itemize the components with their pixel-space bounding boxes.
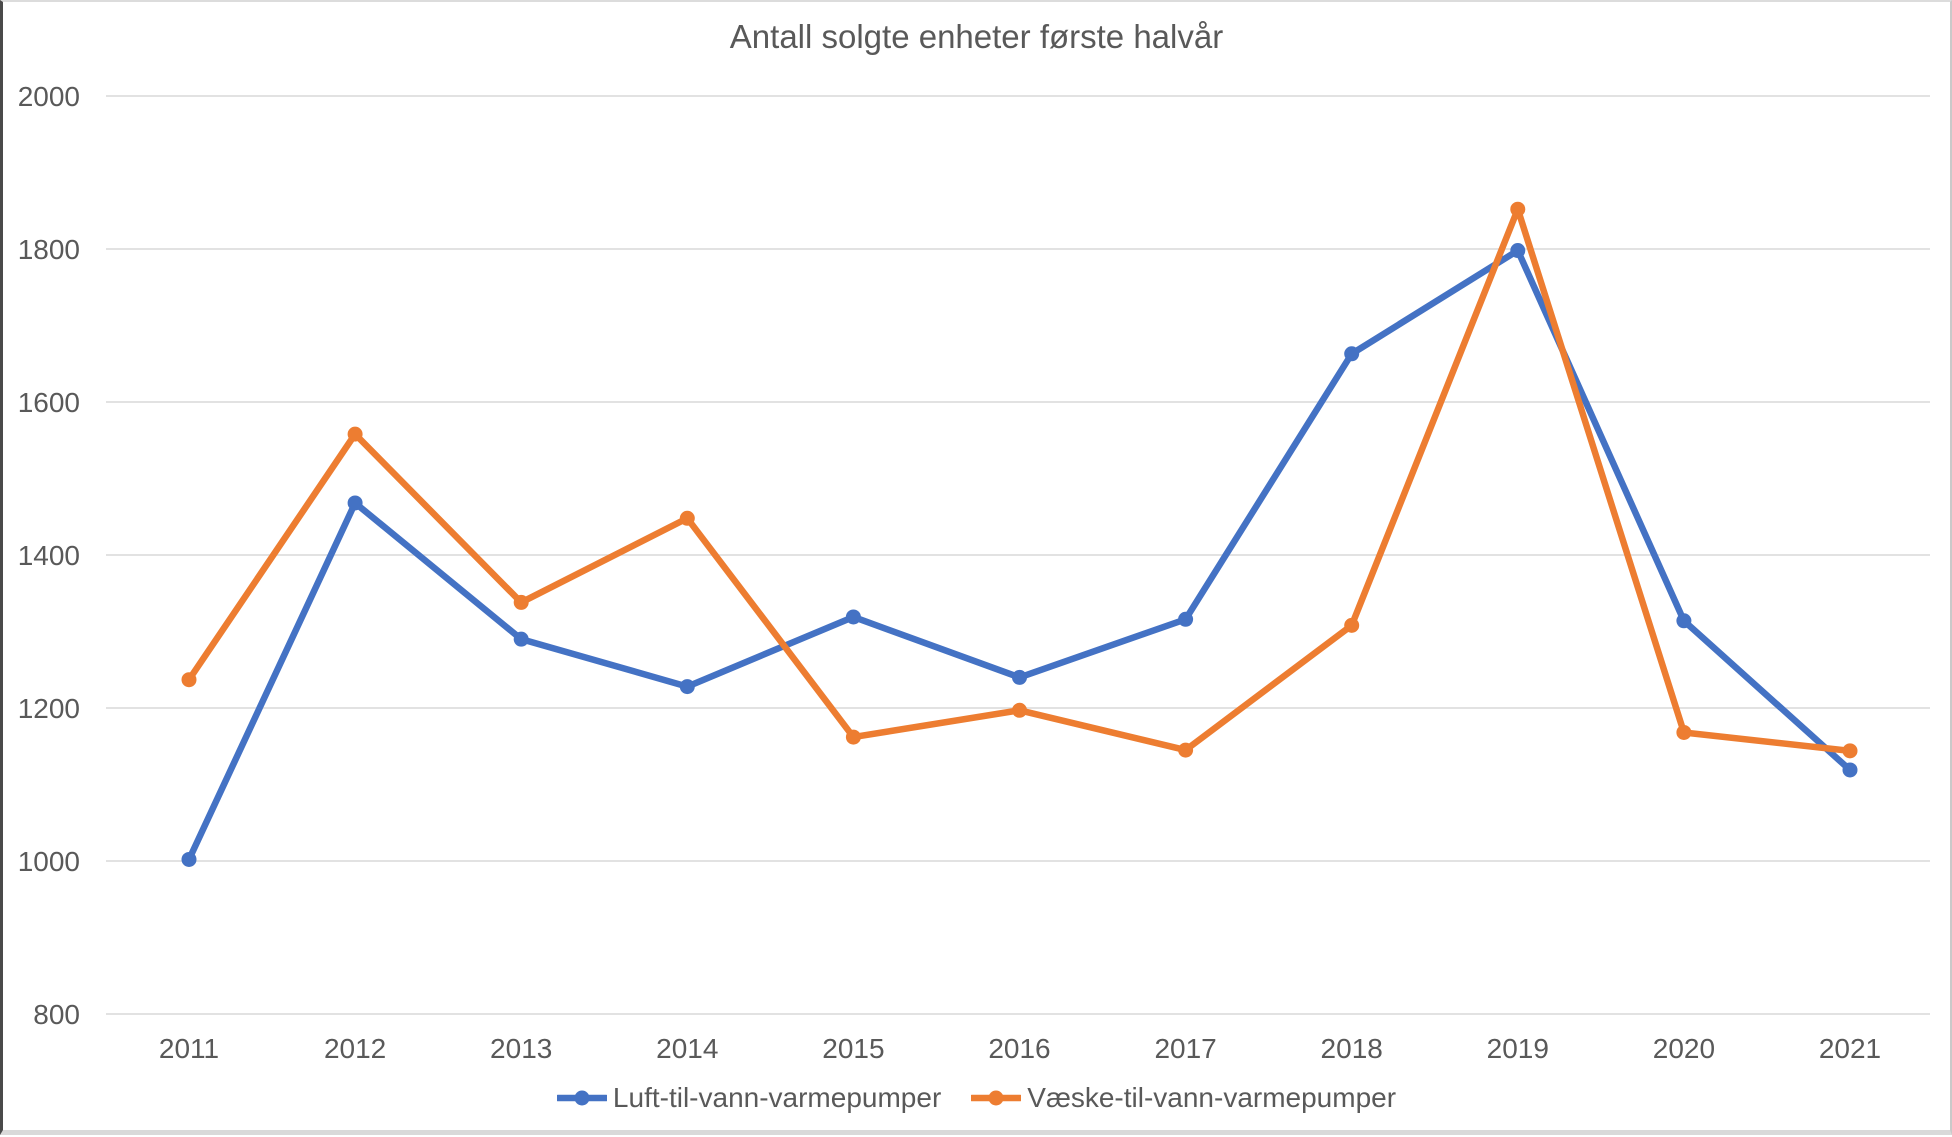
x-tick-label: 2015: [822, 1033, 884, 1064]
data-point-marker: [1676, 613, 1691, 628]
data-point-marker: [1178, 612, 1193, 627]
data-point-marker: [1676, 725, 1691, 740]
x-tick-label: 2017: [1154, 1033, 1216, 1064]
data-point-marker: [846, 730, 861, 745]
data-point-marker: [1344, 346, 1359, 361]
line-marker-icon: [557, 1089, 607, 1107]
data-point-marker: [182, 852, 197, 867]
y-tick-label: 2000: [18, 81, 80, 112]
legend-label: Luft-til-vann-varmepumper: [613, 1082, 941, 1114]
y-tick-label: 1800: [18, 234, 80, 265]
data-point-marker: [846, 609, 861, 624]
y-tick-label: 1200: [18, 693, 80, 724]
y-tick-label: 1400: [18, 540, 80, 571]
legend-item-1: Væske-til-vann-varmepumper: [971, 1082, 1396, 1114]
data-point-marker: [1510, 202, 1525, 217]
data-point-marker: [1344, 618, 1359, 633]
data-point-marker: [1012, 703, 1027, 718]
x-tick-label: 2019: [1487, 1033, 1549, 1064]
x-tick-label: 2016: [988, 1033, 1050, 1064]
y-tick-label: 1600: [18, 387, 80, 418]
data-point-marker: [1012, 670, 1027, 685]
y-tick-label: 1000: [18, 846, 80, 877]
x-tick-label: 2020: [1653, 1033, 1715, 1064]
legend-label: Væske-til-vann-varmepumper: [1027, 1082, 1396, 1114]
x-tick-label: 2012: [324, 1033, 386, 1064]
x-axis-tick-labels: 2011 2012 2013 2014 2015 2016 2017 2018 2019 2020…: [159, 1033, 1881, 1064]
data-point-marker: [182, 672, 197, 687]
data-point-marker: [348, 495, 363, 510]
data-point-marker: [1843, 743, 1858, 758]
data-point-marker: [348, 427, 363, 442]
data-point-marker: [1178, 743, 1193, 758]
x-tick-label: 2021: [1819, 1033, 1881, 1064]
series-line-1: [189, 209, 1850, 751]
y-axis-tick-labels: 800 1000 1200 1400 1600 1800 2000: [18, 81, 80, 1030]
data-point-marker: [1510, 243, 1525, 258]
data-point-marker: [514, 595, 529, 610]
legend-item-0: Luft-til-vann-varmepumper: [557, 1082, 941, 1114]
x-tick-label: 2011: [159, 1033, 219, 1064]
line-marker-icon: [971, 1089, 1021, 1107]
y-tick-label: 800: [33, 999, 80, 1030]
data-point-marker: [514, 632, 529, 647]
chart-legend: Luft-til-vann-varmepumper Væske-til-vann-…: [3, 1078, 1950, 1118]
x-tick-label: 2018: [1321, 1033, 1383, 1064]
x-tick-label: 2014: [656, 1033, 718, 1064]
data-point-marker: [680, 511, 695, 526]
data-point-marker: [1843, 762, 1858, 777]
x-tick-label: 2013: [490, 1033, 552, 1064]
data-point-marker: [680, 679, 695, 694]
